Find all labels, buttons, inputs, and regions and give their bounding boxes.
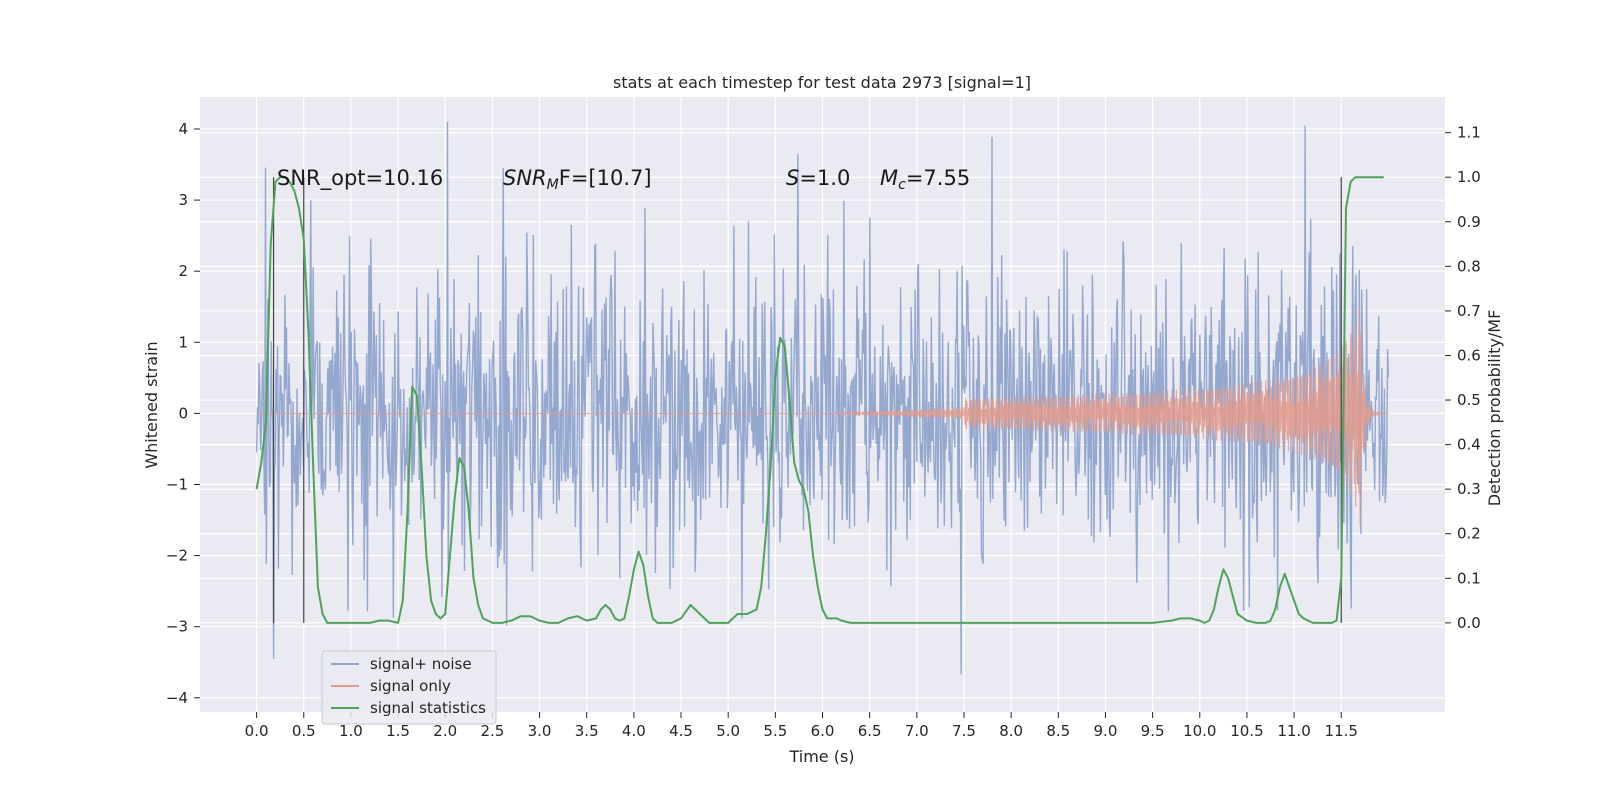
y2-tick-label: 0.7 (1457, 302, 1481, 320)
y2-tick-label: 0.8 (1457, 257, 1481, 275)
x-tick-label: 10.5 (1230, 722, 1263, 740)
x-tick-label: 4.0 (622, 722, 646, 740)
x-tick-label: 2.0 (433, 722, 457, 740)
signal-statistics-line (255, 176, 1384, 624)
signal-noise-series (255, 121, 1390, 675)
legend-label-signal-noise: signal+ noise (370, 655, 472, 673)
y2-tick-label: 1.1 (1457, 124, 1481, 142)
y-axis-label: Whitened strain (142, 341, 161, 468)
x-tick-label: 7.5 (952, 722, 976, 740)
annotation-s: S=1.0 (786, 166, 850, 190)
annotation-s-tail: =1.0 (799, 166, 850, 190)
x-tick-label: 3.5 (575, 722, 599, 740)
x-tick-label: 6.5 (858, 722, 882, 740)
y-tick-label: 0 (178, 404, 188, 422)
annotation-snr-opt: SNR_opt=10.16 (277, 166, 443, 191)
x-tick-label: 8.0 (999, 722, 1023, 740)
y-axis-ticks: 4 3 2 1 0 −1 −2 −3 −4 (166, 120, 200, 707)
x-tick-label: 6.0 (811, 722, 835, 740)
annotation-snr-mf-sub: M (547, 177, 559, 193)
y2-tick-label: 1.0 (1457, 168, 1481, 186)
y-tick-label: −2 (166, 547, 188, 565)
x-tick-label: 1.0 (339, 722, 363, 740)
x-tick-label: 1.5 (386, 722, 410, 740)
x-tick-label: 9.0 (1094, 722, 1118, 740)
x-tick-label: 8.5 (1046, 722, 1070, 740)
x-tick-label: 11.5 (1325, 722, 1358, 740)
y2-tick-label: 0.5 (1457, 391, 1481, 409)
legend-label-signal-only: signal only (370, 677, 451, 695)
x-tick-label: 2.5 (480, 722, 504, 740)
y-tick-label: −1 (166, 475, 188, 493)
chart-title: stats at each timestep for test data 297… (613, 73, 1031, 92)
x-axis-label: Time (s) (788, 747, 854, 766)
annotation-s-main: S (786, 166, 799, 190)
x-tick-label: 4.5 (669, 722, 693, 740)
legend-label-signal-statistics: signal statistics (370, 699, 486, 717)
signal-only-series (256, 307, 1389, 526)
signal-only-line (256, 307, 1389, 526)
x-tick-label: 5.0 (716, 722, 740, 740)
legend-box (321, 650, 497, 725)
y2-tick-label: 0.3 (1457, 480, 1481, 498)
annotation-mc-main: M (880, 166, 898, 190)
y-tick-label: 2 (178, 262, 188, 280)
annotation-snr-mf-main: SNR (503, 166, 547, 190)
legend: signal+ noise signal only signal statist… (321, 650, 497, 725)
x-tick-label: 9.5 (1141, 722, 1165, 740)
x-tick-label: 0.5 (292, 722, 316, 740)
y2-tick-label: 0.0 (1457, 614, 1481, 632)
x-tick-label: 3.0 (528, 722, 552, 740)
annotation-snr-mf-tail: F=[10.7] (559, 166, 652, 190)
y-tick-label: 4 (178, 120, 188, 138)
y2-axis-label: Detection probability/MF (1485, 310, 1504, 507)
signal-statistics-series (255, 176, 1384, 624)
y2-tick-label: 0.1 (1457, 569, 1481, 587)
y2-tick-label: 0.9 (1457, 213, 1481, 231)
y2-tick-label: 0.6 (1457, 346, 1481, 364)
y2-tick-label: 0.4 (1457, 436, 1481, 454)
annotation-mc-tail: =7.55 (906, 166, 970, 190)
annotation-mc-sub: c (898, 177, 906, 193)
x-tick-label: 10.0 (1183, 722, 1216, 740)
y2-tick-label: 0.2 (1457, 525, 1481, 543)
signal-noise-line (255, 121, 1390, 675)
annotation-mc: Mc=7.55 (880, 166, 970, 193)
x-tick-label: 5.5 (763, 722, 787, 740)
x-tick-label: 11.0 (1277, 722, 1310, 740)
annotation-snr-mf: SNRMF=[10.7] (503, 166, 652, 193)
x-tick-label: 0.0 (245, 722, 269, 740)
y2-axis-ticks: 1.1 1.0 0.9 0.8 0.7 0.6 0.5 0.4 0.3 0.2 0.1 0.0 (1445, 124, 1481, 632)
y-tick-label: −3 (166, 618, 188, 636)
x-axis-ticks: 0.0 0.5 1.0 1.5 2.0 2.5 3.0 3.5 4.0 4.5 5.0 5.5 6.0 6… (245, 712, 1358, 740)
y-tick-label: −4 (166, 689, 188, 707)
y-tick-label: 1 (178, 333, 188, 351)
y-tick-label: 3 (178, 191, 188, 209)
x-tick-label: 7.0 (905, 722, 929, 740)
